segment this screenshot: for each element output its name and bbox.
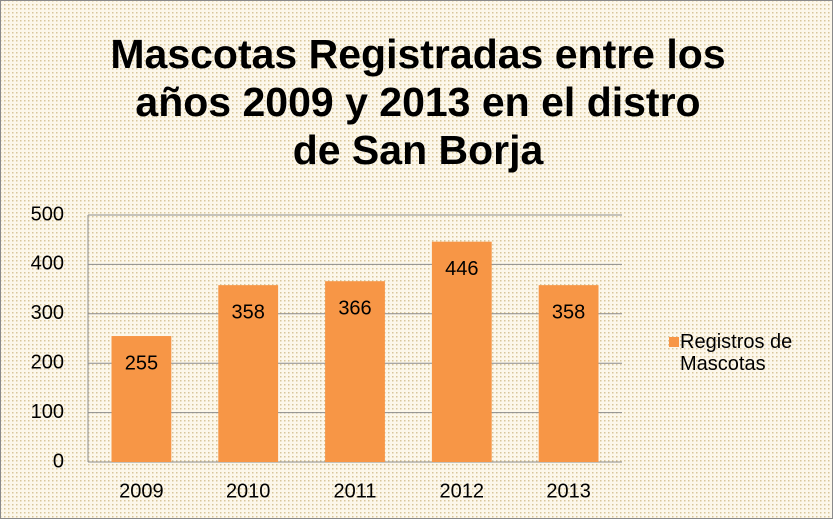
bar [431, 241, 492, 462]
y-tick-label: 100 [31, 401, 64, 423]
data-label: 358 [232, 301, 265, 323]
y-tick-label: 300 [31, 302, 64, 324]
data-label: 366 [338, 297, 371, 319]
x-tick-label: 2013 [546, 480, 591, 502]
y-tick-label: 500 [31, 203, 64, 225]
data-label: 446 [445, 258, 478, 280]
chart-title: Mascotas Registradas entre los años 2009… [110, 31, 726, 173]
bar [325, 281, 385, 462]
bar [111, 336, 172, 462]
y-tick-label: 0 [53, 450, 64, 472]
data-label: 255 [125, 352, 158, 374]
x-tick-label: 2012 [440, 480, 485, 502]
x-tick-label: 2009 [119, 480, 164, 502]
y-tick-label: 400 [31, 253, 64, 275]
bar [218, 285, 279, 462]
bar [538, 285, 599, 462]
x-tick-label: 2010 [226, 480, 271, 502]
y-tick-label: 200 [31, 351, 64, 373]
legend-label: Registros de Mascotas [680, 331, 793, 375]
legend-swatch [669, 337, 679, 347]
data-label: 358 [552, 301, 585, 323]
x-tick-label: 2011 [333, 480, 376, 502]
